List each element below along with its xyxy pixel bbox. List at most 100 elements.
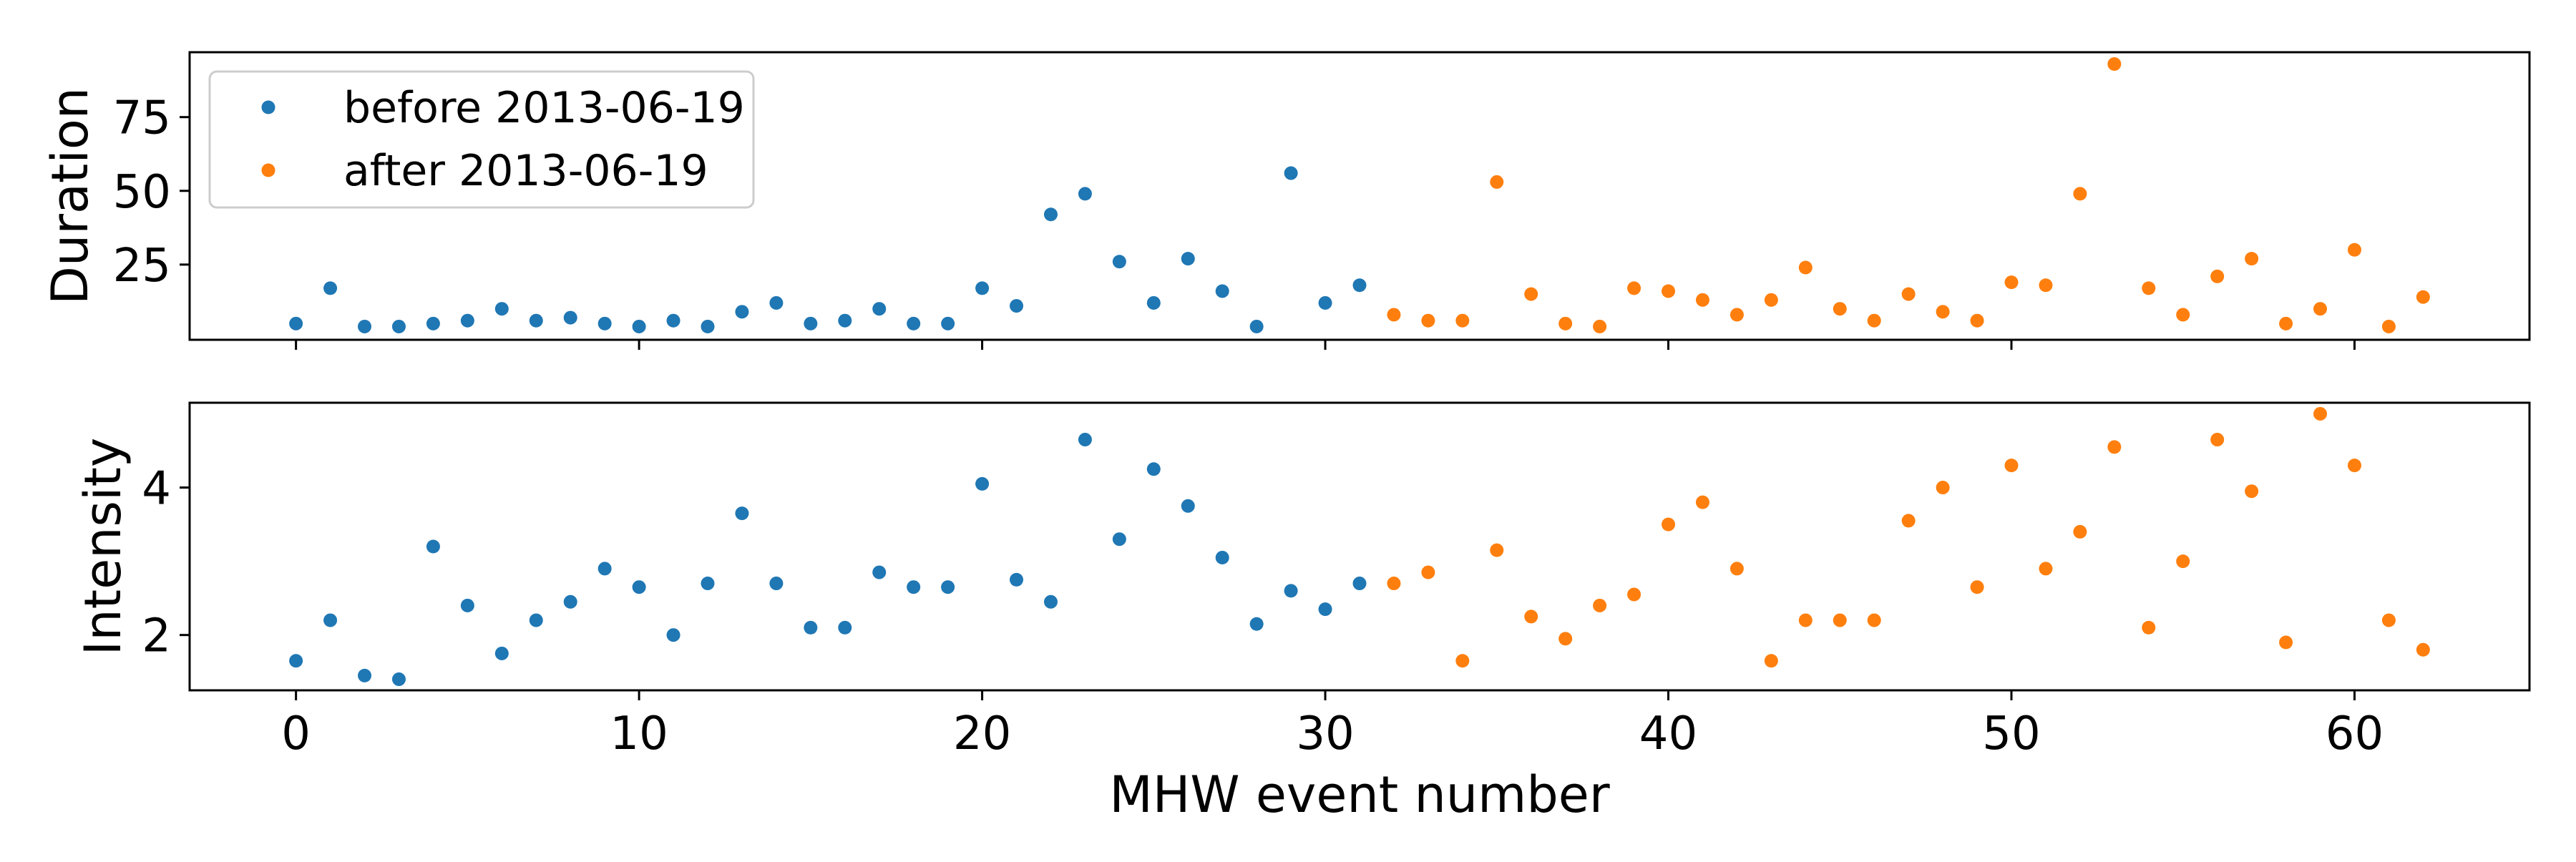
top-y-axis-label: Duration (41, 87, 99, 305)
top-data-point (804, 316, 818, 330)
bottom-data-point (1627, 587, 1641, 602)
top-data-point (907, 316, 921, 330)
bottom-data-point (1798, 613, 1813, 627)
top-data-point (2416, 290, 2430, 304)
bottom-data-point (701, 577, 715, 591)
top-data-point (1249, 319, 1264, 333)
top-data-point (1901, 287, 1916, 301)
top-data-point (1558, 316, 1573, 330)
bottom-data-point (358, 668, 372, 682)
top-data-point (838, 313, 852, 328)
x-tick-label: 0 (281, 707, 311, 760)
bottom-y-tick-label: 2 (142, 610, 171, 663)
top-data-point (1490, 175, 1504, 189)
top-data-point (632, 319, 646, 333)
top-data-point (597, 316, 612, 330)
top-data-point (975, 281, 990, 295)
bottom-data-point (941, 580, 955, 594)
top-data-point (1112, 255, 1126, 269)
top-data-point (1798, 260, 1813, 275)
top-data-point (1695, 293, 1709, 307)
bottom-data-point (804, 620, 818, 635)
bottom-data-point (1249, 617, 1264, 631)
bottom-data-point (2107, 440, 2122, 454)
top-data-point (2176, 308, 2190, 322)
x-tick-label: 20 (953, 707, 1011, 760)
top-data-point (2245, 252, 2259, 266)
bottom-y-tick-label: 4 (142, 463, 171, 516)
bottom-y-axis-label: Intensity (74, 438, 132, 656)
top-data-point (1867, 313, 1881, 328)
top-data-point (358, 319, 372, 333)
bottom-data-point (426, 539, 440, 554)
bottom-data-point (460, 598, 474, 612)
top-data-point (1146, 295, 1161, 310)
bottom-data-point (1970, 580, 1984, 594)
top-y-tick-label: 75 (113, 92, 171, 145)
top-y-tick-label: 50 (113, 166, 171, 219)
top-series-after (1387, 57, 2430, 333)
bottom-data-point (872, 565, 887, 579)
bottom-data-point (1695, 495, 1709, 509)
bottom-data-point (2004, 459, 2019, 473)
bottom-data-point (1729, 562, 1744, 576)
top-data-point (323, 281, 338, 295)
top-data-point (1662, 284, 1676, 298)
top-data-point (289, 316, 303, 330)
legend-label-after: after 2013-06-19 (343, 146, 708, 196)
bottom-data-point (735, 506, 749, 521)
bottom-data-point (2347, 459, 2361, 473)
top-axes-frame (188, 51, 2531, 341)
bottom-data-point (1662, 517, 1676, 532)
bottom-data-point (2142, 620, 2156, 635)
bottom-data-point (1455, 654, 1470, 668)
top-data-point (563, 310, 577, 325)
top-data-point (1215, 284, 1229, 298)
bottom-data-point (2176, 554, 2190, 569)
top-data-point (460, 313, 474, 328)
bottom-data-point (2313, 406, 2328, 421)
bottom-data-point (666, 628, 680, 642)
bottom-data-point (2279, 635, 2293, 650)
bottom-data-point (529, 613, 543, 627)
bottom-data-point (2073, 524, 2087, 539)
x-tick-label: 60 (2326, 707, 2384, 760)
bottom-data-point (1043, 594, 1058, 609)
top-data-point (1524, 287, 1538, 301)
bottom-data-point (1352, 577, 1367, 591)
top-data-point (494, 302, 509, 316)
top-data-point (529, 313, 543, 328)
top-data-point (735, 305, 749, 319)
bottom-data-point (1764, 654, 1778, 668)
top-data-point (2210, 269, 2225, 283)
top-data-point (1318, 295, 1332, 310)
legend-box (208, 70, 755, 209)
bottom-data-point (2416, 642, 2430, 657)
bottom-series-after (1387, 406, 2430, 668)
top-data-point (1010, 299, 1024, 313)
bottom-data-point (1318, 602, 1332, 617)
bottom-data-point (597, 562, 612, 576)
top-data-point (391, 319, 406, 333)
bottom-data-point (323, 613, 338, 627)
bottom-data-point (769, 577, 784, 591)
bottom-data-point (1833, 613, 1847, 627)
bottom-data-point (391, 672, 406, 687)
x-axis-label: MHW event number (1109, 765, 1610, 824)
bottom-data-point (2210, 433, 2225, 447)
top-data-point (2073, 187, 2087, 201)
top-data-point (1627, 281, 1641, 295)
top-series-before (289, 166, 1367, 333)
bottom-data-point (1867, 613, 1881, 627)
top-data-point (1387, 308, 1401, 322)
bottom-data-point (1010, 572, 1024, 587)
top-data-point (666, 313, 680, 328)
bottom-data-point (1901, 514, 1916, 528)
bottom-data-point (1112, 532, 1126, 547)
x-tick-label: 40 (1639, 707, 1697, 760)
legend-label-before: before 2013-06-19 (343, 83, 745, 133)
top-data-point (941, 316, 955, 330)
top-data-point (1936, 305, 1950, 319)
